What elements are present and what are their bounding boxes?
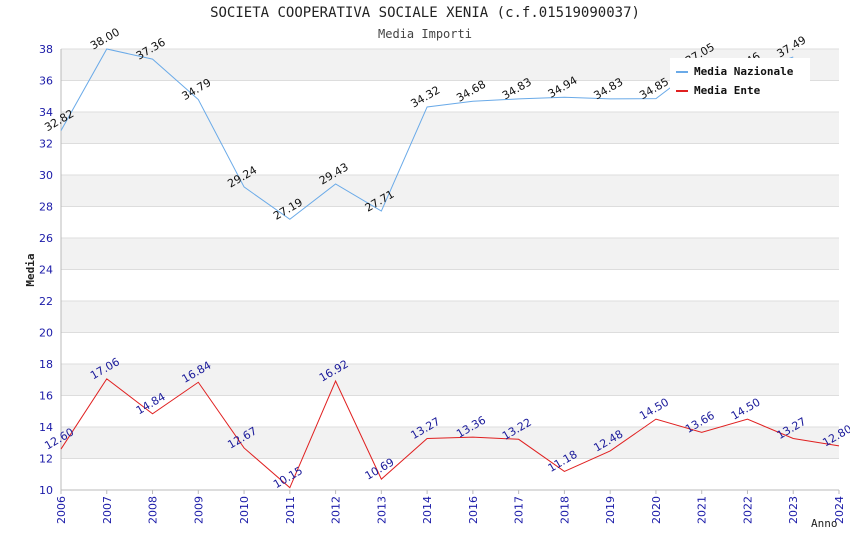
x-tick-label: 2006	[55, 496, 68, 524]
grid-band	[61, 301, 839, 333]
y-tick-label: 20	[39, 327, 53, 340]
data-label: 14.50	[637, 396, 671, 423]
x-tick-label: 2011	[284, 496, 297, 524]
y-tick-label: 32	[39, 138, 53, 151]
legend: Media Nazionale Media Ente	[670, 58, 810, 102]
x-tick-label: 2021	[696, 496, 709, 524]
legend-box	[670, 58, 810, 102]
y-tick-label: 38	[39, 43, 53, 56]
y-tick-label: 34	[39, 106, 53, 119]
y-axis-ticks: 10 12 14 16 18 20 22 24 26 28 30 32 34 36 38	[39, 43, 53, 497]
x-tick-label: 2007	[101, 496, 114, 524]
x-tick-label: 2024	[833, 496, 846, 524]
x-tick-label: 2022	[741, 496, 754, 524]
legend-label-nazionale: Media Nazionale	[694, 65, 794, 78]
x-axis-ticks: 2006 2007 2008 2009 2010 2011 2012 2013 2014 2016…	[55, 490, 846, 524]
y-tick-label: 24	[39, 264, 53, 277]
data-label: 10.69	[363, 456, 397, 483]
grid-bands	[61, 49, 839, 459]
x-tick-label: 2016	[467, 496, 480, 524]
y-tick-label: 18	[39, 358, 53, 371]
x-tick-label: 2023	[787, 496, 800, 524]
y-tick-label: 26	[39, 232, 53, 245]
y-tick-label: 16	[39, 390, 53, 403]
y-tick-label: 22	[39, 295, 53, 308]
chart-title: SOCIETA COOPERATIVA SOCIALE XENIA (c.f.0…	[210, 5, 640, 21]
grid-band	[61, 238, 839, 270]
grid-band	[61, 427, 839, 459]
y-tick-label: 14	[39, 421, 53, 434]
x-tick-label: 2008	[147, 496, 160, 524]
grid-band	[61, 112, 839, 144]
grid-band	[61, 364, 839, 396]
y-tick-label: 12	[39, 453, 53, 466]
y-tick-label: 30	[39, 169, 53, 182]
x-tick-label: 2010	[238, 496, 251, 524]
x-tick-label: 2013	[375, 496, 388, 524]
y-axis-label: Media	[24, 253, 37, 286]
data-label: 10.15	[271, 464, 305, 491]
x-axis-label: Anno	[811, 517, 838, 530]
x-tick-label: 2012	[330, 496, 343, 524]
legend-label-ente: Media Ente	[694, 84, 761, 97]
grid-lines	[60, 48, 839, 491]
y-tick-label: 36	[39, 75, 53, 88]
y-tick-label: 10	[39, 484, 53, 497]
y-tick-label: 28	[39, 201, 53, 214]
x-tick-label: 2017	[513, 496, 526, 524]
x-tick-label: 2009	[192, 496, 205, 524]
data-label: 38.00	[88, 25, 122, 52]
series-line-media-ente	[60, 378, 840, 489]
data-label: 34.32	[408, 83, 442, 110]
x-tick-label: 2019	[604, 496, 617, 524]
x-tick-label: 2018	[558, 496, 571, 524]
x-tick-label: 2014	[421, 496, 434, 524]
grid-band	[61, 175, 839, 207]
data-label: 14.50	[729, 396, 763, 423]
x-tick-label: 2020	[650, 496, 663, 524]
chart-subtitle: Media Importi	[378, 27, 472, 41]
